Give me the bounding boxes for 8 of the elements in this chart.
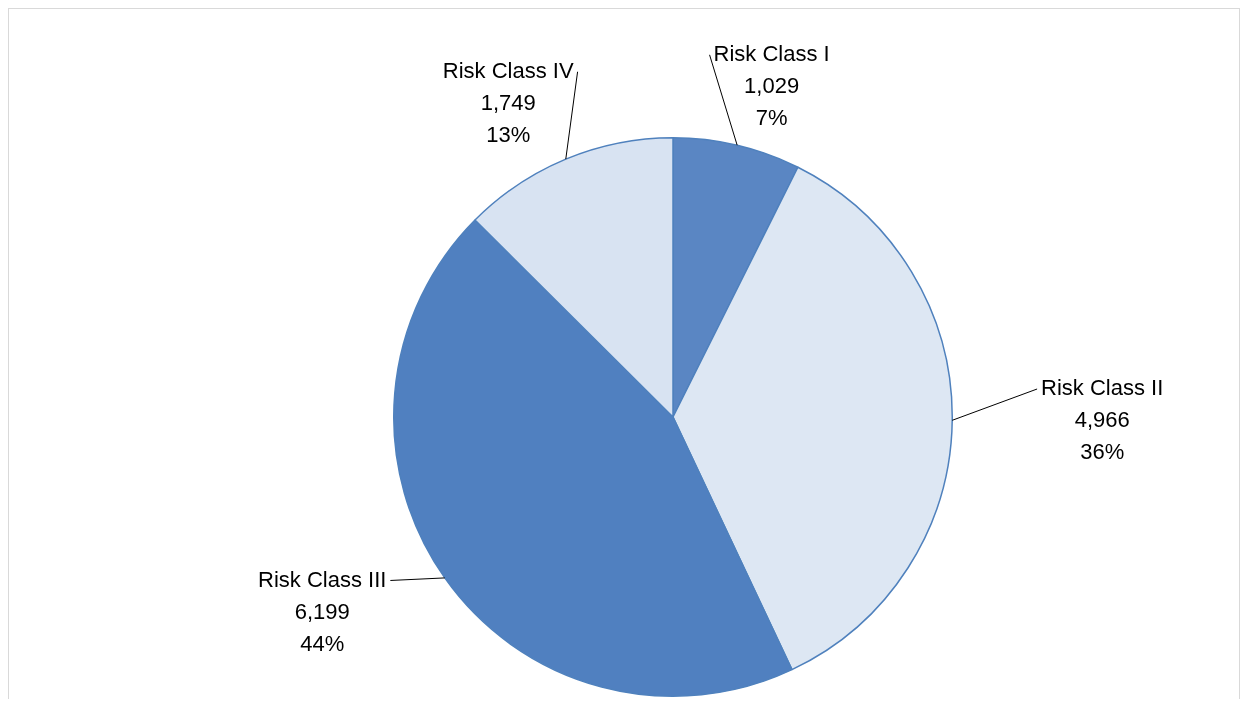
slice-label: Risk Class II [1041, 375, 1164, 401]
data-label: 6,199 44% [294, 598, 350, 656]
slice-label: Risk Class III [258, 566, 387, 592]
data-label: 4,966 36% [1074, 407, 1130, 465]
slice-label: Risk Class I [713, 40, 830, 66]
slice-label: Risk Class IV [442, 57, 574, 83]
data-label: 1,029 7% [744, 72, 800, 130]
data-label: 1,749 13% [480, 89, 536, 147]
